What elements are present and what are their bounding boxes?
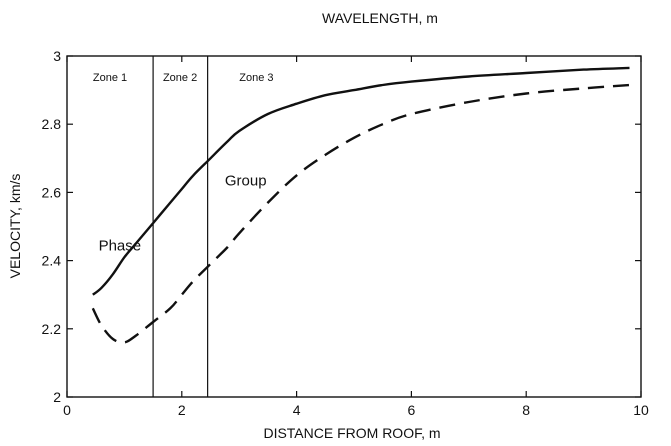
x-tick-label: 8 [522,402,530,418]
y-tick-label: 2.8 [42,116,62,132]
y-tick-label: 3 [53,48,61,64]
y-tick-label: 2.6 [42,184,62,200]
series-label-group: Group [225,173,267,190]
y-tick-label: 2.4 [42,253,62,269]
x-tick-label: 4 [293,402,301,418]
x-axis-label: DISTANCE FROM ROOF, m [263,425,440,441]
series-line-group [91,83,630,344]
x-tick-label: 6 [408,402,416,418]
chart-title: WAVELENGTH, m [322,10,438,26]
y-axis-label: VELOCITY, km/s [7,174,23,279]
plot-frame [66,55,642,398]
series-line-phase [92,66,630,296]
x-tick-label: 10 [633,402,649,418]
x-tick-label: 2 [178,402,186,418]
x-tick-label: 0 [63,402,71,418]
zone-label: Zone 2 [163,72,197,84]
series-label-phase: Phase [99,237,142,254]
series-labels: Phase Group [99,173,267,255]
y-tick-label: 2 [53,389,61,405]
zone-dividers: Zone 1 Zone 2 Zone 3 [93,56,274,397]
y-tick-label: 2.2 [42,321,62,337]
data-series [91,66,630,344]
zone-label: Zone 1 [93,72,127,84]
zone-label: Zone 3 [239,72,273,84]
